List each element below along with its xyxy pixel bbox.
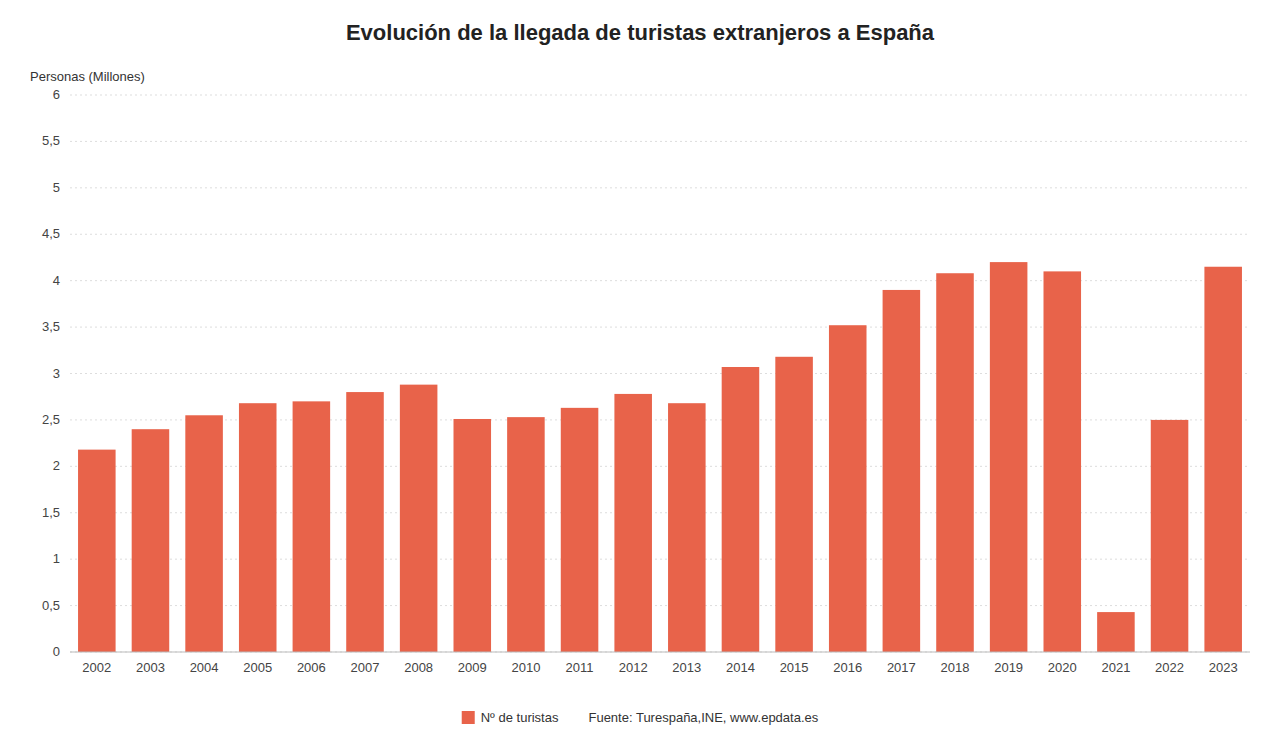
bar [78, 450, 116, 652]
x-tick-label: 2002 [82, 660, 111, 675]
y-tick-label: 0 [53, 644, 60, 659]
x-tick-label: 2018 [941, 660, 970, 675]
bar [454, 419, 492, 652]
title: Evolución de la llegada de turistas extr… [346, 20, 935, 45]
x-tick-label: 2010 [511, 660, 540, 675]
bar [561, 408, 599, 652]
grid-line [70, 141, 1250, 142]
x-tick-label: 2008 [404, 660, 433, 675]
grid-line [70, 95, 1250, 96]
x-tick-label: 2015 [780, 660, 809, 675]
bar [1097, 612, 1135, 652]
x-tick-label: 2017 [887, 660, 916, 675]
bar [775, 357, 813, 652]
bar [400, 385, 438, 652]
grid-line [70, 234, 1250, 235]
x-tick-label: 2006 [297, 660, 326, 675]
y-axis: 0 0,5 1 1,5 2 2,5 3 3,5 4 4,5 5 5,5 6 [42, 87, 60, 659]
x-tick-label: 2012 [619, 660, 648, 675]
x-tick-label: 2019 [994, 660, 1023, 675]
bar [1044, 271, 1082, 652]
grid [70, 95, 1250, 652]
x-tick-label: 2016 [833, 660, 862, 675]
x-tick-label: 2005 [243, 660, 272, 675]
bar [132, 429, 170, 652]
bar [185, 415, 223, 652]
bar [668, 403, 706, 652]
x-tick-label: 2020 [1048, 660, 1077, 675]
y-tick-label: 1 [53, 551, 60, 566]
page: {"chart_data": { "type": "bar", "title":… [0, 0, 1280, 752]
bar [722, 367, 760, 652]
x-tick-label: 2013 [672, 660, 701, 675]
bar [936, 273, 974, 652]
x-tick-label: 2014 [726, 660, 755, 675]
y-tick-label: 4 [53, 273, 60, 288]
y-axis-label: Personas (Millones) [30, 69, 145, 84]
x-tick-label: 2023 [1209, 660, 1238, 675]
legend-label: Nº de turistas [481, 710, 559, 725]
source-note: Fuente: Turespaña,INE, www.epdata.es [588, 710, 818, 725]
y-tick-label: 0,5 [42, 598, 60, 613]
bar [990, 262, 1028, 652]
chart: Evolución de la llegada de turistas extr… [0, 0, 1280, 752]
bar [1151, 420, 1189, 652]
x-tick-label: 2004 [190, 660, 219, 675]
x-tick-label: 2011 [566, 660, 594, 675]
y-tick-label: 6 [53, 87, 60, 102]
bars [78, 262, 1242, 652]
y-tick-label: 2 [53, 458, 60, 473]
bar [829, 325, 867, 652]
x-axis: 2002 2003 2004 2005 2006 2007 2008 2009 2010 2011… [70, 652, 1250, 675]
grid-line [70, 187, 1250, 188]
x-tick-label: 2007 [351, 660, 380, 675]
legend-swatch [462, 711, 475, 724]
x-tick-label: 2021 [1101, 660, 1130, 675]
bar [293, 401, 331, 652]
y-tick-label: 1,5 [42, 505, 60, 520]
y-tick-label: 3 [53, 366, 60, 381]
y-tick-label: 5 [53, 180, 60, 195]
x-tick-label: 2003 [136, 660, 165, 675]
bar [346, 392, 384, 652]
y-tick-label: 2,5 [42, 412, 60, 427]
bar [507, 417, 545, 652]
bar [239, 403, 277, 652]
grid-line [70, 652, 1250, 653]
y-tick-label: 3,5 [42, 319, 60, 334]
legend: Nº de turistas Fuente: Turespaña,INE, ww… [462, 710, 819, 725]
bar [883, 290, 921, 652]
x-tick-label: 2022 [1155, 660, 1184, 675]
bar [614, 394, 652, 652]
bar [1204, 267, 1242, 652]
x-tick-label: 2009 [458, 660, 487, 675]
y-tick-label: 5,5 [42, 133, 60, 148]
x-axis-line [70, 652, 1250, 653]
y-tick-label: 4,5 [42, 226, 60, 241]
